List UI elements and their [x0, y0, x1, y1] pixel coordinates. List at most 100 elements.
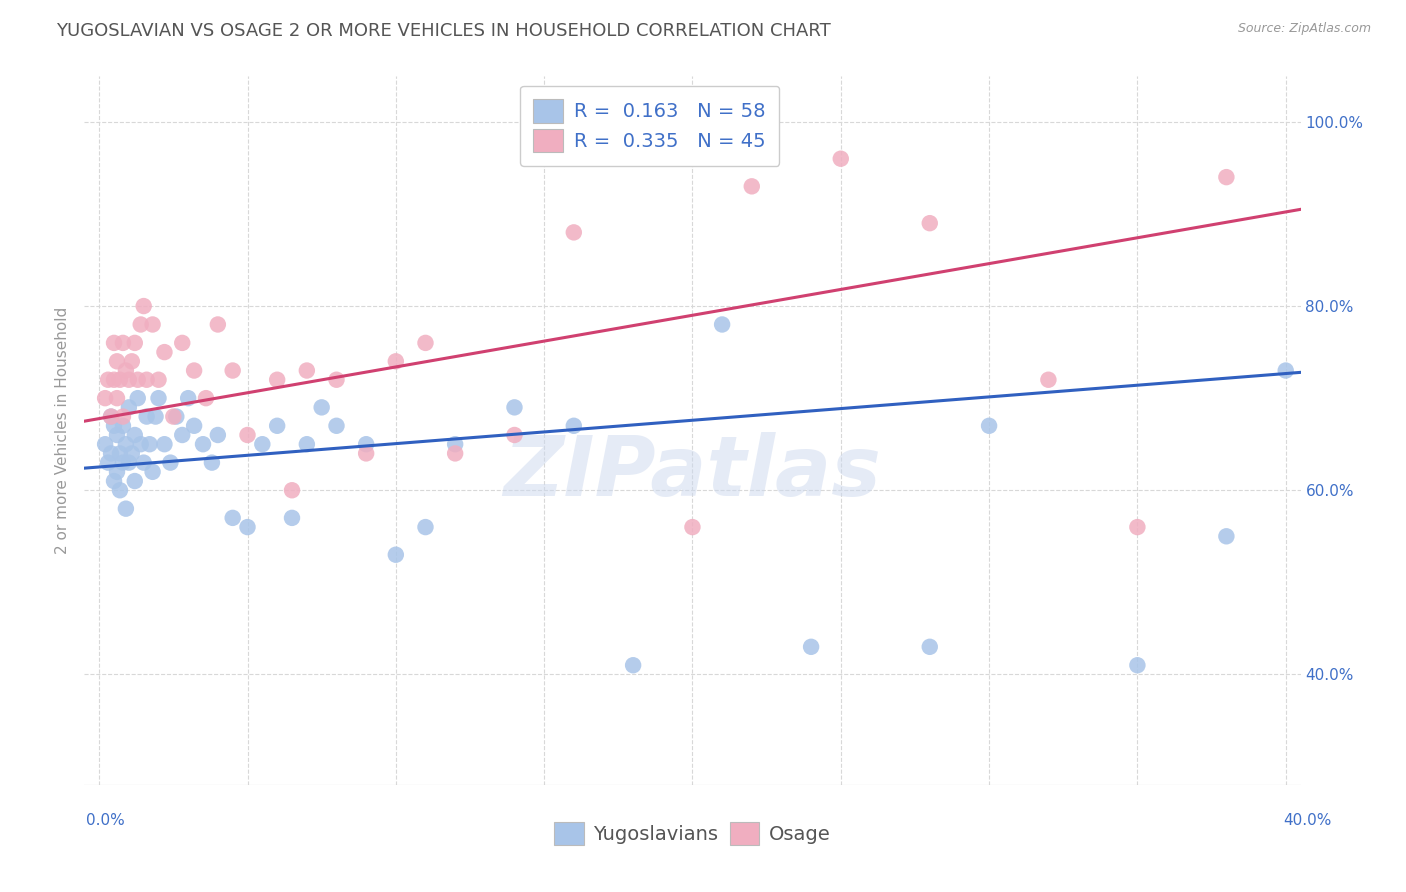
Point — [132, 456, 155, 470]
Point — [444, 446, 467, 460]
Point — [354, 437, 377, 451]
Point — [129, 318, 152, 332]
Point — [503, 401, 526, 415]
Point — [183, 418, 205, 433]
Point — [295, 437, 318, 451]
Point — [94, 437, 117, 451]
Point — [135, 409, 157, 424]
Point — [172, 428, 194, 442]
Point — [105, 391, 128, 405]
Point — [118, 401, 141, 415]
Point — [177, 391, 200, 405]
Point — [385, 354, 408, 368]
Point — [129, 437, 152, 451]
Point — [118, 456, 141, 470]
Point — [135, 373, 157, 387]
Point — [191, 437, 214, 451]
Point — [621, 658, 644, 673]
Point — [1215, 529, 1237, 543]
Point — [138, 437, 160, 451]
Point — [201, 456, 224, 470]
Point — [127, 391, 149, 405]
Point — [172, 335, 194, 350]
Point — [444, 437, 467, 451]
Point — [100, 446, 122, 460]
Point — [153, 437, 176, 451]
Y-axis label: 2 or more Vehicles in Household: 2 or more Vehicles in Household — [55, 307, 70, 554]
Point — [1126, 520, 1149, 534]
Point — [103, 373, 125, 387]
Point — [111, 456, 134, 470]
Point — [295, 363, 318, 377]
Point — [183, 363, 205, 377]
Legend: Yugoslavians, Osage: Yugoslavians, Osage — [547, 814, 838, 854]
Point — [252, 437, 274, 451]
Point — [800, 640, 823, 654]
Point — [385, 548, 408, 562]
Point — [682, 520, 704, 534]
Point — [415, 335, 437, 350]
Point — [124, 335, 146, 350]
Point — [311, 401, 333, 415]
Text: Source: ZipAtlas.com: Source: ZipAtlas.com — [1237, 22, 1371, 36]
Point — [105, 354, 128, 368]
Point — [132, 299, 155, 313]
Point — [266, 373, 288, 387]
Point — [221, 511, 243, 525]
Point — [503, 428, 526, 442]
Point — [100, 409, 122, 424]
Point — [111, 418, 134, 433]
Point — [415, 520, 437, 534]
Point — [97, 373, 120, 387]
Point — [111, 409, 134, 424]
Point — [207, 318, 229, 332]
Point — [918, 216, 941, 230]
Point — [108, 373, 131, 387]
Point — [108, 446, 131, 460]
Point — [124, 428, 146, 442]
Point — [115, 363, 138, 377]
Point — [115, 501, 138, 516]
Point — [1038, 373, 1060, 387]
Text: 40.0%: 40.0% — [1284, 814, 1331, 828]
Point — [148, 373, 170, 387]
Point — [918, 640, 941, 654]
Point — [97, 456, 120, 470]
Point — [977, 418, 1000, 433]
Point — [124, 474, 146, 488]
Text: YUGOSLAVIAN VS OSAGE 2 OR MORE VEHICLES IN HOUSEHOLD CORRELATION CHART: YUGOSLAVIAN VS OSAGE 2 OR MORE VEHICLES … — [56, 22, 831, 40]
Point — [148, 391, 170, 405]
Point — [711, 318, 734, 332]
Point — [103, 474, 125, 488]
Point — [103, 335, 125, 350]
Point — [562, 418, 585, 433]
Point — [100, 409, 122, 424]
Point — [105, 465, 128, 479]
Point — [105, 428, 128, 442]
Point — [236, 520, 259, 534]
Point — [325, 418, 347, 433]
Point — [221, 363, 243, 377]
Point — [830, 152, 852, 166]
Point — [741, 179, 763, 194]
Point — [142, 465, 165, 479]
Point — [325, 373, 347, 387]
Point — [1126, 658, 1149, 673]
Point — [1215, 170, 1237, 185]
Point — [121, 354, 143, 368]
Point — [236, 428, 259, 442]
Point — [1274, 363, 1296, 377]
Point — [127, 373, 149, 387]
Point — [108, 483, 131, 498]
Point — [111, 335, 134, 350]
Point — [207, 428, 229, 442]
Point — [103, 418, 125, 433]
Point — [165, 409, 187, 424]
Point — [194, 391, 217, 405]
Text: ZIPatlas: ZIPatlas — [503, 433, 882, 514]
Point — [145, 409, 167, 424]
Point — [354, 446, 377, 460]
Point — [115, 437, 138, 451]
Point — [142, 318, 165, 332]
Point — [159, 456, 181, 470]
